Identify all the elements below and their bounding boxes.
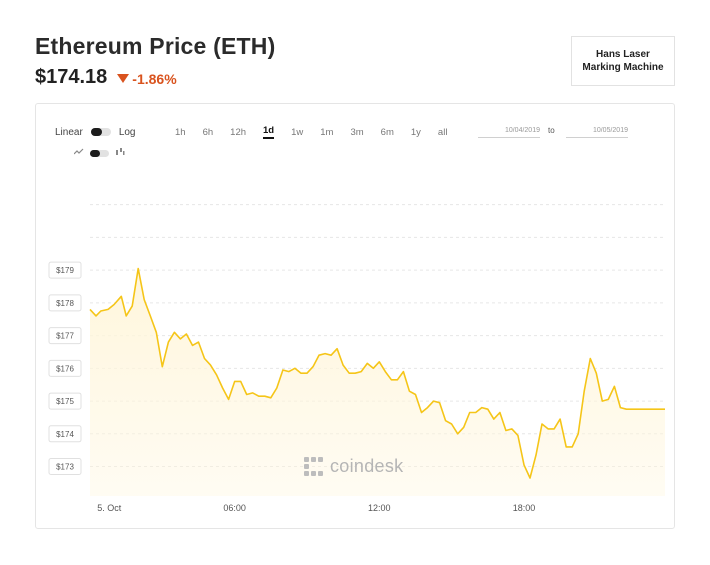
range-tab-1d[interactable]: 1d (263, 125, 275, 139)
y-tick-label: $175 (56, 397, 74, 406)
y-tick-box (48, 425, 82, 443)
x-tick-label: 18:00 (513, 503, 536, 513)
date-from-input[interactable] (478, 124, 540, 138)
y-tick-label: $179 (56, 266, 74, 275)
range-tab-1w[interactable]: 1w (291, 126, 304, 138)
y-tick-label: $176 (56, 364, 74, 373)
candlestick-chart-icon[interactable] (115, 148, 125, 158)
chart-panel (35, 103, 675, 529)
coindesk-watermark: coindesk (304, 456, 403, 477)
price-change: -1.86% (117, 70, 177, 87)
y-tick-label: $174 (56, 430, 74, 439)
chart-type-toggle[interactable] (90, 149, 109, 157)
y-tick-box (48, 294, 82, 312)
scale-switch: Linear Log (55, 125, 136, 139)
line-chart-icon[interactable] (73, 148, 84, 158)
price-change-value: -1.86% (132, 70, 177, 87)
ad-text: Hans Laser Marking Machine (582, 48, 664, 74)
current-price: $174.18 (35, 66, 108, 88)
down-arrow-icon (117, 74, 130, 83)
toggle-knob (90, 128, 102, 136)
y-tick-box (48, 458, 82, 476)
y-tick-label: $173 (56, 463, 74, 472)
chart-type-switch (73, 147, 125, 159)
coindesk-logo-icon (304, 457, 323, 476)
price-area (90, 268, 665, 496)
ad-banner[interactable]: Hans Laser Marking Machine (571, 36, 675, 86)
range-tab-all[interactable]: all (437, 126, 448, 138)
range-tab-6m[interactable]: 6m (380, 126, 394, 138)
price-line (89, 267, 665, 479)
date-to-label: to (548, 126, 555, 135)
y-tick-box (48, 327, 82, 345)
range-tab-1m[interactable]: 1m (320, 126, 334, 138)
scale-linear-label[interactable]: Linear (55, 126, 83, 138)
range-tab-3m[interactable]: 3m (350, 126, 364, 138)
y-tick-label: $178 (56, 299, 74, 308)
price-row: $174.18 -1.86% (35, 66, 177, 89)
y-tick-label: $177 (56, 332, 74, 341)
date-to-input[interactable] (566, 124, 628, 138)
y-tick-box (48, 359, 82, 377)
x-tick-label: 12:00 (368, 503, 391, 513)
y-tick-box (48, 392, 82, 410)
page-title: Ethereum Price (ETH) (35, 33, 276, 59)
watermark-text: coindesk (330, 456, 404, 476)
y-tick-box (48, 261, 82, 279)
range-tab-1y[interactable]: 1y (410, 126, 421, 138)
toggle-knob (90, 149, 100, 157)
x-tick-label: 5. Oct (97, 503, 122, 513)
range-tab-12h[interactable]: 12h (230, 126, 247, 138)
scale-toggle[interactable] (90, 128, 111, 136)
range-tab-1h[interactable]: 1h (175, 126, 186, 138)
range-tab-6h[interactable]: 6h (202, 126, 214, 138)
scale-log-label[interactable]: Log (118, 126, 136, 138)
time-range-tabs: 1h 6h 12h 1d 1w 1m 3m 6m 1y all (175, 125, 464, 139)
x-tick-label: 06:00 (223, 503, 246, 513)
